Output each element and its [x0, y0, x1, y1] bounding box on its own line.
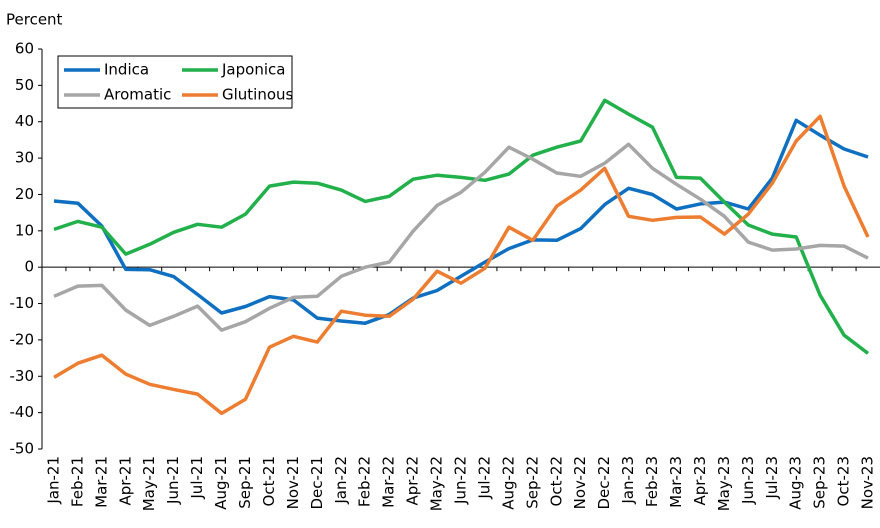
y-tick-label: 0 [24, 258, 34, 276]
x-tick-label: Nov-21 [284, 456, 302, 509]
y-tick-label: 10 [15, 221, 34, 239]
series-line [53, 142, 869, 332]
x-tick-label: Aug-23 [787, 456, 805, 510]
x-tick-label: Apr-22 [404, 456, 422, 506]
x-tick-label: Oct-23 [835, 456, 853, 506]
x-tick-label: Jun-21 [164, 456, 182, 505]
x-tick-label: Jul-22 [475, 456, 493, 500]
x-tick-label: Mar-21 [92, 456, 110, 508]
y-tick-label: -20 [10, 330, 35, 348]
y-tick-label: 60 [15, 40, 34, 58]
x-tick-label: Sep-22 [523, 456, 541, 509]
y-tick-label: -10 [10, 294, 35, 312]
x-tick-label: Feb-23 [643, 456, 661, 507]
x-tick-label: Nov-22 [571, 456, 589, 509]
x-tick-label: Aug-21 [212, 456, 230, 510]
x-tick-label: Jun-23 [739, 456, 757, 505]
y-tick-label: 20 [15, 185, 34, 203]
x-tick-label: Jul-23 [763, 456, 781, 500]
x-tick-label: Feb-21 [68, 456, 86, 507]
x-tick-label: Sep-21 [236, 456, 254, 509]
x-tick-label: Dec-22 [595, 456, 613, 510]
x-tick-label: Jan-22 [332, 456, 350, 505]
x-tick-label: Jul-21 [188, 456, 206, 500]
legend-label: Japonica [221, 61, 285, 79]
x-tick-label: Oct-22 [547, 456, 565, 506]
legend-label: Aromatic [104, 86, 171, 104]
x-tick-label: Mar-23 [667, 456, 685, 508]
x-tick-label: Aug-22 [499, 456, 517, 510]
y-tick-label: -40 [10, 403, 35, 421]
x-tick-label: Jan-21 [44, 456, 62, 505]
y-tick-label: 30 [15, 149, 34, 167]
x-tick-label: Mar-22 [380, 456, 398, 508]
x-tick-label: May-22 [428, 456, 446, 511]
legend-label: Indica [104, 61, 149, 79]
x-tick-label: May-21 [140, 456, 158, 511]
y-tick-label: -50 [10, 440, 35, 458]
x-tick-label: Jan-23 [619, 456, 637, 505]
x-tick-label: Apr-21 [116, 456, 134, 506]
x-tick-label: Nov-23 [859, 456, 877, 509]
legend-box [57, 55, 293, 109]
x-tick-label: Oct-21 [260, 456, 278, 506]
y-tick-label: 40 [15, 112, 34, 130]
x-tick-label: Jun-22 [452, 456, 470, 505]
series-line [53, 98, 870, 355]
x-tick-label: May-23 [715, 456, 733, 511]
x-tick-label: Sep-23 [811, 456, 829, 509]
y-axis-label: Percent [6, 11, 63, 29]
y-tick-label: 50 [15, 76, 34, 94]
x-tick-label: Apr-23 [691, 456, 709, 506]
x-tick-label: Dec-21 [308, 456, 326, 510]
legend-label: Glutinous [222, 86, 294, 104]
series-line [53, 118, 869, 325]
series-line [53, 114, 870, 416]
y-tick-label: -30 [10, 367, 35, 385]
x-tick-label: Feb-22 [356, 456, 374, 507]
